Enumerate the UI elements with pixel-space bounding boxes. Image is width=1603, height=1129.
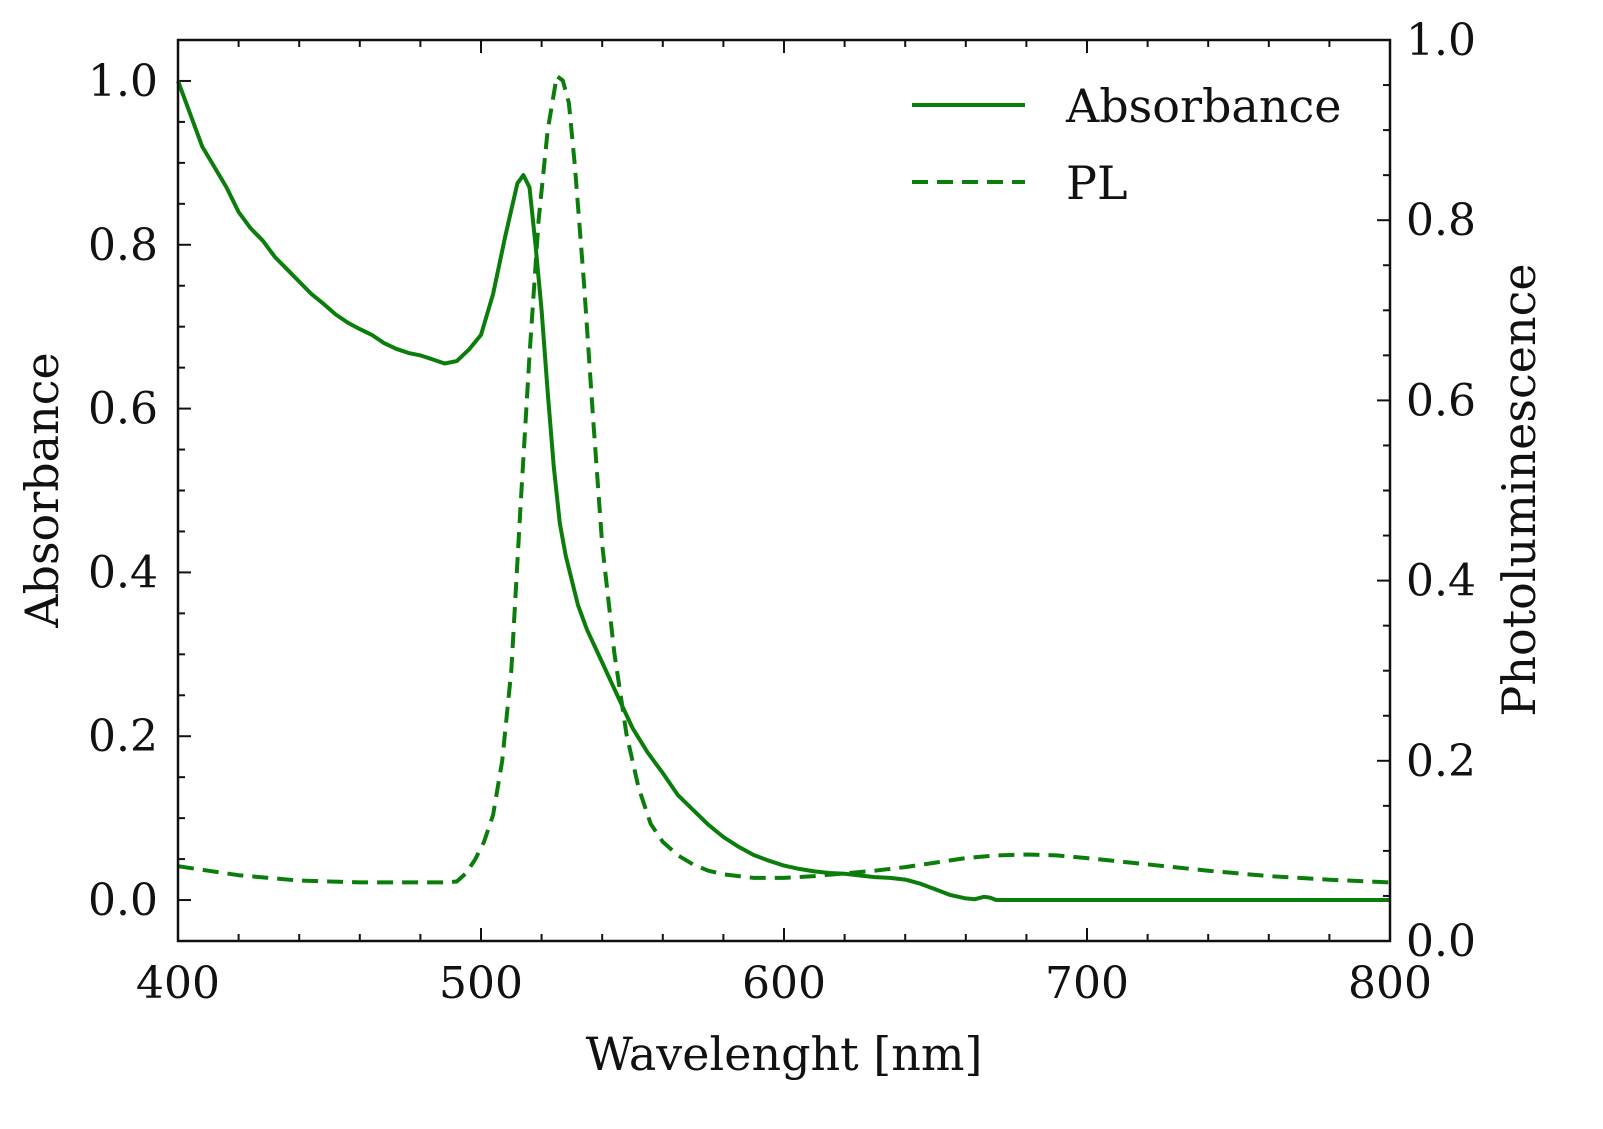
x-tick-label: 600 <box>742 958 826 1009</box>
series-line-pl <box>177 74 1391 885</box>
y-right-tick-label: 0.2 <box>1406 736 1476 787</box>
x-tick-label: 400 <box>136 958 220 1009</box>
series-line-absorbance <box>176 80 1390 902</box>
tick-labels: 400 500 600 700 8000.00.20.40.60.81.00.00.20… <box>88 15 1476 1009</box>
y-left-tick-label: 0.8 <box>88 220 158 271</box>
y-axis-title-left: Absorbance <box>15 352 69 628</box>
y-right-tick-label: 0.0 <box>1406 916 1476 967</box>
y-left-tick-label: 0.2 <box>88 711 158 762</box>
series-lines <box>176 74 1391 902</box>
y-right-tick-label: 0.4 <box>1406 556 1476 607</box>
plot-frame <box>176 38 1392 943</box>
x-tick-label: 800 <box>1348 958 1432 1009</box>
y-right-tick-label: 0.6 <box>1406 375 1476 426</box>
x-tick-label: 700 <box>1045 958 1129 1009</box>
y-axis-title-right: Photoluminescence <box>1492 263 1546 716</box>
y-left-tick-label: 1.0 <box>88 56 158 107</box>
y-left-tick-label: 0.4 <box>88 547 158 598</box>
y-left-tick-label: 0.6 <box>88 384 158 435</box>
x-tick-label: 500 <box>439 958 523 1009</box>
y-right-tick-label: 0.8 <box>1406 195 1476 246</box>
legend-label-absorbance: Absorbance <box>1065 79 1341 133</box>
x-axis-title: Wavelenght [nm] <box>586 1027 983 1081</box>
y-left-tick-label: 0.0 <box>88 875 158 926</box>
tick-marks <box>177 39 1391 942</box>
legend-label-pl: PL <box>1066 156 1128 210</box>
y-right-tick-label: 1.0 <box>1406 15 1476 66</box>
legend: Absorbance PL <box>912 79 1341 210</box>
